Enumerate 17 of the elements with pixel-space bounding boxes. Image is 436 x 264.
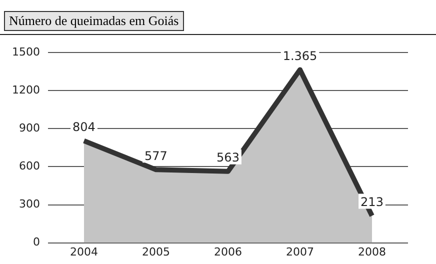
- x-tick-label: 2005: [142, 245, 170, 258]
- y-tick-label: 0: [32, 236, 40, 249]
- chart-title: Número de queimadas em Goiás: [4, 11, 184, 31]
- data-label: 577: [144, 148, 168, 163]
- y-tick-label: 1500: [12, 45, 40, 58]
- data-label: 563: [216, 150, 240, 165]
- y-tick-label: 300: [18, 198, 40, 211]
- y-tick-label: 1200: [12, 84, 40, 96]
- x-tick-label: 2007: [286, 245, 314, 258]
- y-tick-label: 900: [18, 122, 40, 135]
- data-label: 213: [360, 194, 384, 209]
- data-label: 1.365: [282, 48, 318, 63]
- x-tick-label: 2008: [358, 245, 386, 258]
- x-tick-label: 2004: [70, 245, 98, 258]
- data-label: 804: [72, 120, 96, 134]
- y-tick-label: 600: [18, 160, 40, 173]
- x-tick-label: 2006: [214, 245, 242, 258]
